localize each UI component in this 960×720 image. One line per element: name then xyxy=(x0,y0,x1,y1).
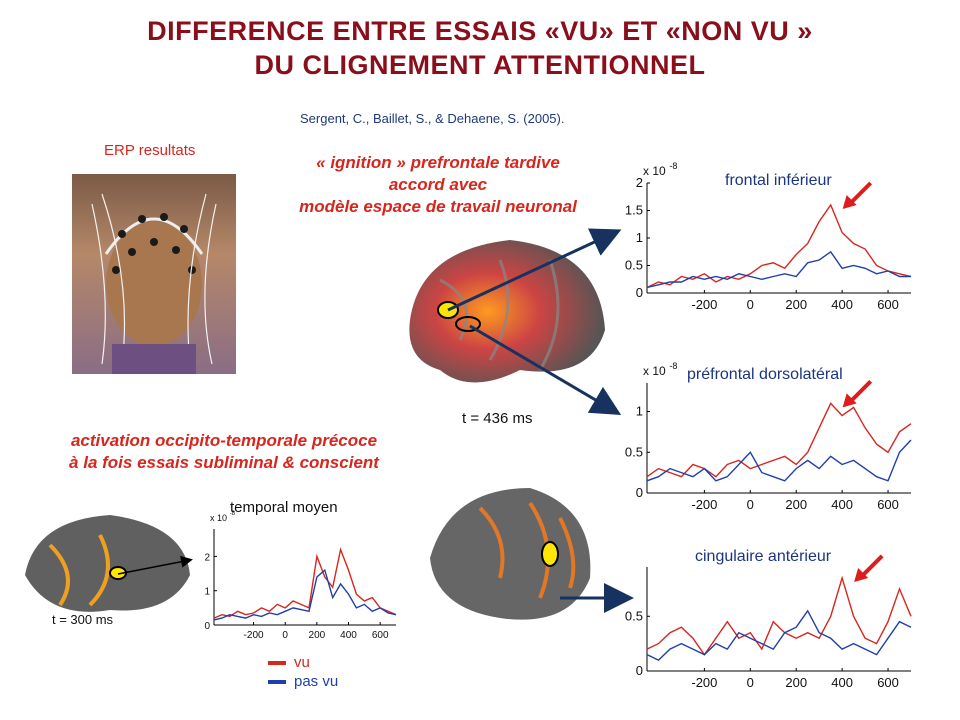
x-tick-label: -200 xyxy=(691,675,717,690)
scale-label: x 10 xyxy=(643,364,666,378)
legend-label-seen: vu xyxy=(294,654,310,671)
y-tick-label: 0 xyxy=(636,285,643,300)
erp-label: ERP resultats xyxy=(104,142,196,159)
chart-title: frontal inférieur xyxy=(725,172,832,189)
legend-item-seen: vu xyxy=(268,654,338,671)
connector-temporal xyxy=(117,555,193,575)
x-tick-label: 600 xyxy=(877,297,899,312)
scale-label: x 10 xyxy=(210,513,227,523)
citation: Sergent, C., Baillet, S., & Dehaene, S. … xyxy=(300,111,565,126)
x-tick-label: 600 xyxy=(877,497,899,512)
legend-item-unseen: pas vu xyxy=(268,673,338,690)
roi-cingulaire-anterieur xyxy=(541,541,559,567)
x-tick-label: 0 xyxy=(747,497,754,512)
series-line-vu xyxy=(646,203,912,289)
connector-frontal xyxy=(447,228,622,312)
x-tick-label: 200 xyxy=(309,630,326,641)
x-tick-label: 0 xyxy=(282,630,288,641)
chart-frontal-inferieur: frontal inférieur x 10 -8 0 0.5 1 1.5 2 -200 0 200… xyxy=(625,161,912,312)
brain-lateral-view xyxy=(409,240,605,383)
scale-exponent: -8 xyxy=(669,161,677,171)
y-tick-label: 1.5 xyxy=(625,203,643,218)
x-tick-label: 200 xyxy=(785,497,807,512)
y-tick-label: 0.5 xyxy=(625,258,643,273)
x-tick-label: -200 xyxy=(691,497,717,512)
y-tick-label: 0 xyxy=(636,663,643,678)
y-tick-label: 0 xyxy=(204,621,210,632)
legend: vu pas vu xyxy=(268,654,338,690)
peak-pointer-head xyxy=(854,567,869,582)
scale-label: x 10 xyxy=(643,164,666,178)
brain-small-view xyxy=(25,515,190,612)
ignition-line3: modèle espace de travail neuronal xyxy=(299,197,577,216)
peak-pointer-head xyxy=(842,195,857,209)
x-tick-label: 0 xyxy=(747,675,754,690)
chart-title: préfrontal dorsolatéral xyxy=(687,366,843,383)
eeg-cap-photo xyxy=(72,174,236,374)
x-tick-label: 200 xyxy=(785,675,807,690)
x-tick-label: 400 xyxy=(340,630,357,641)
y-tick-label: 1 xyxy=(636,404,643,419)
page-title-line1: DIFFERENCE ENTRE ESSAIS «VU» ET «NON VU … xyxy=(147,16,813,46)
ignition-line2: accord avec xyxy=(388,175,488,194)
chart-title: cingulaire antérieur xyxy=(695,548,832,565)
y-tick-label: 2 xyxy=(636,175,643,190)
eeg-cap-illustration xyxy=(91,193,217,374)
legend-label-unseen: pas vu xyxy=(294,673,339,690)
x-tick-label: 400 xyxy=(831,675,853,690)
x-tick-label: 200 xyxy=(785,297,807,312)
y-tick-label: 0.5 xyxy=(625,608,643,623)
ignition-text: « ignition » prefrontale tardive accord … xyxy=(258,152,618,218)
legend-swatch-seen xyxy=(268,660,286,665)
activation-line1: activation occipito-temporale précoce xyxy=(70,431,378,450)
x-tick-label: 600 xyxy=(877,675,899,690)
brain-medial-view xyxy=(430,488,591,620)
y-tick-label: 2 xyxy=(204,552,210,563)
chart-prefrontal-dorsolateral: préfrontal dorsolatéral x 10 -8 0 0.5 1 -200 0 2… xyxy=(625,361,912,512)
time-label-main: t = 436 ms xyxy=(462,410,533,427)
x-tick-label: 400 xyxy=(831,297,853,312)
time-label-small: t = 300 ms xyxy=(52,612,114,627)
series-line-vu xyxy=(646,575,912,656)
x-tick-label: -200 xyxy=(244,630,264,641)
x-tick-label: 400 xyxy=(831,497,853,512)
activation-line2: à la fois essais subliminal & conscient xyxy=(69,453,379,472)
y-tick-label: 0.5 xyxy=(625,444,643,459)
legend-swatch-unseen xyxy=(268,679,286,684)
y-tick-label: 1 xyxy=(636,230,643,245)
x-tick-label: -200 xyxy=(691,297,717,312)
connector-dorsolateral xyxy=(469,324,622,416)
roi-prefrontal-dorsolateral xyxy=(455,316,481,332)
series-line-pas-vu xyxy=(646,250,911,289)
activation-text: activation occipito-temporale précoce à … xyxy=(14,430,434,474)
series-line-pas-vu xyxy=(213,568,397,621)
chart-cingulaire-anterieur: cingulaire antérieur 0 0.5 -200 0 200 400 600 xyxy=(625,548,912,690)
series-line-vu xyxy=(213,547,397,619)
scale-exponent: -8 xyxy=(669,361,677,371)
x-tick-label: 0 xyxy=(747,297,754,312)
peak-pointer-head xyxy=(842,393,857,408)
chart-title: temporal moyen xyxy=(230,499,338,516)
scale-exponent: -8 xyxy=(230,511,236,517)
series-line-vu xyxy=(646,402,912,478)
series-line-pas-vu xyxy=(646,609,912,661)
page-title-line2: DU CLIGNEMENT ATTENTIONNEL xyxy=(254,50,706,80)
y-tick-label: 0 xyxy=(636,485,643,500)
ignition-line1: « ignition » prefrontale tardive xyxy=(316,153,560,172)
x-tick-label: 600 xyxy=(372,630,389,641)
y-tick-label: 1 xyxy=(204,587,210,598)
series-line-pas-vu xyxy=(646,439,912,482)
